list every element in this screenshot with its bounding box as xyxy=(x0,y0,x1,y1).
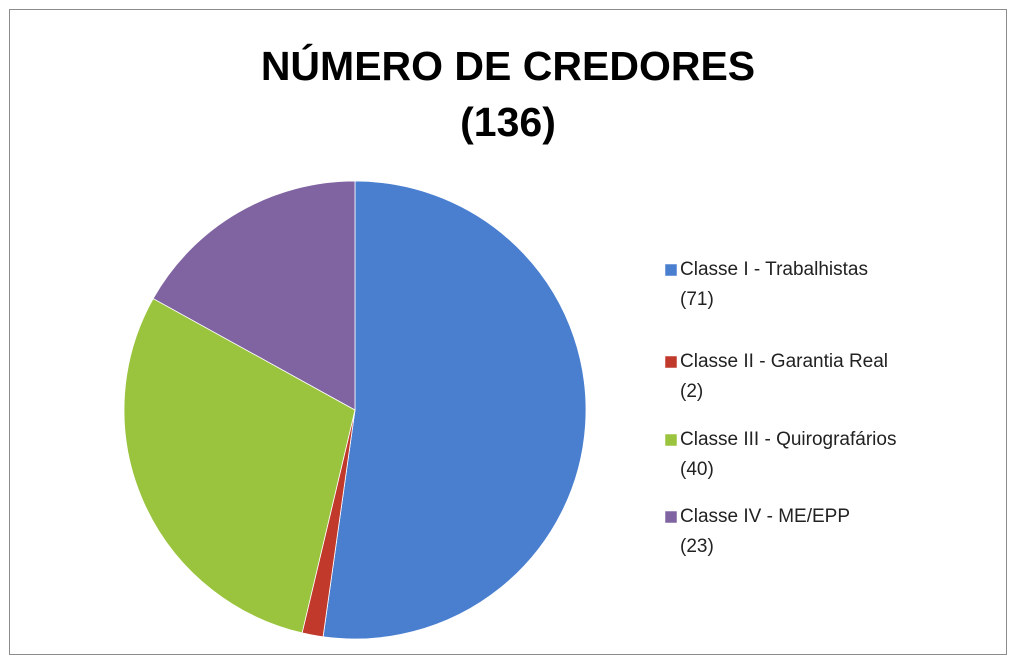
pie-slice xyxy=(322,180,587,640)
legend-swatch xyxy=(664,510,678,524)
legend-value: (71) xyxy=(680,289,714,310)
chart-frame xyxy=(9,9,1007,655)
pie-slice xyxy=(152,180,356,411)
legend-label: Classe II - Garantia Real xyxy=(680,351,888,372)
legend-label: Classe IV - ME/EPP xyxy=(680,506,850,527)
legend-swatch xyxy=(664,433,678,447)
legend-swatch xyxy=(664,355,678,369)
pie-slice xyxy=(123,298,356,634)
legend-value: (2) xyxy=(680,381,703,402)
legend-label: Classe I - Trabalhistas xyxy=(680,259,868,280)
legend-value: (40) xyxy=(680,459,714,480)
chart-title: NÚMERO DE CREDORES (136) xyxy=(260,43,756,145)
legend-swatch xyxy=(664,263,678,277)
legend-value: (23) xyxy=(680,536,714,557)
legend-label: Classe III - Quirografários xyxy=(680,429,896,450)
